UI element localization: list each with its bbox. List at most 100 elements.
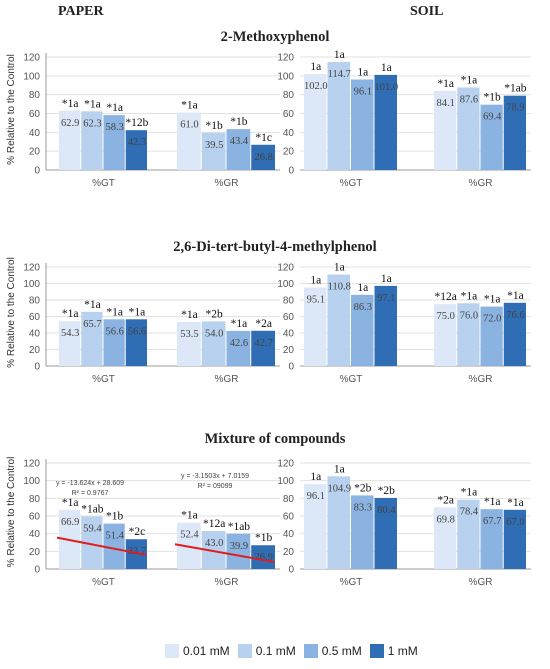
y-tick-label: 100 (277, 71, 294, 82)
significance-label: *2a (255, 318, 272, 330)
row-title-bht: 2,6-Di-tert-butyl-4-methylphenol (173, 239, 377, 255)
bar (125, 539, 147, 569)
significance-label: *1a (62, 98, 79, 110)
significance-label: *1a (106, 102, 123, 114)
bar-value-label: 67.7 (483, 516, 501, 527)
y-tick-label: 120 (277, 53, 294, 64)
legend-swatch (237, 644, 252, 658)
bar-value-label: 76.6 (506, 310, 524, 321)
significance-label: *1a (461, 487, 478, 499)
legend-item: 1 mM (369, 644, 418, 658)
legend-swatch (165, 644, 179, 658)
bar-value-label: 39.9 (230, 541, 248, 552)
bar (304, 484, 327, 569)
bar (103, 319, 125, 366)
y-tick-label: 80 (283, 90, 295, 101)
significance-label: 1a (381, 273, 392, 285)
bar (327, 476, 350, 569)
significance-label: *1b (230, 116, 248, 128)
y-tick-label: 80 (29, 90, 41, 101)
y-axis-title: % Relative to the Control (6, 54, 17, 165)
bar-value-label: 102.0 (304, 81, 328, 92)
bar (434, 90, 457, 170)
bar (351, 294, 374, 366)
bar-value-label: 101.0 (374, 82, 398, 93)
soil-header: SOIL (410, 4, 444, 19)
bar-value-label: 76.0 (460, 310, 478, 321)
legend-item: 0.1 mM (237, 644, 296, 658)
y-tick-label: 0 (34, 166, 40, 177)
bar-value-label: 26.8 (254, 152, 272, 163)
bar (503, 95, 526, 170)
significance-label: *2b (354, 482, 372, 494)
bar-value-label: 87.6 (460, 95, 478, 106)
y-tick-label: 20 (29, 345, 41, 356)
bar (201, 321, 226, 366)
bar-value-label: 96.1 (307, 491, 325, 502)
bar (434, 304, 457, 366)
y-axis-title: % Relative to the Control (6, 257, 17, 368)
category-label: %GT (340, 577, 363, 588)
bar (351, 495, 374, 569)
bar-value-label: 56.6 (128, 326, 146, 337)
category-label: %GT (340, 178, 363, 189)
bar (374, 74, 397, 170)
bar-value-label: 26.9 (254, 552, 272, 563)
significance-label: *1b (206, 120, 224, 132)
y-tick-label: 0 (34, 565, 40, 576)
y-tick-label: 100 (23, 476, 40, 487)
y-tick-label: 20 (283, 147, 295, 158)
y-tick-label: 100 (23, 279, 40, 290)
category-label: %GR (469, 178, 493, 189)
bar (503, 302, 526, 366)
significance-label: 1a (357, 67, 368, 79)
bar (201, 132, 226, 170)
legend-label: 0.1 mM (255, 644, 296, 658)
bar-value-label: 43.4 (230, 136, 249, 147)
bar (59, 110, 81, 170)
y-tick-label: 60 (283, 512, 295, 523)
bar-value-label: 51.4 (105, 531, 124, 542)
bar-value-label: 78.4 (460, 507, 479, 518)
bar (304, 287, 327, 366)
bar-value-label: 95.1 (307, 295, 325, 306)
bar-value-label: 61.0 (180, 120, 198, 131)
y-tick-label: 60 (29, 312, 41, 323)
legend-label: 0.5 mM (321, 644, 362, 658)
bar (251, 144, 275, 170)
bar-value-label: 86.3 (354, 302, 372, 313)
bar (226, 129, 251, 170)
bar-value-label: 59.4 (83, 524, 102, 535)
significance-label: *1a (62, 308, 79, 320)
significance-label: *2b (378, 485, 396, 497)
y-tick-label: 0 (288, 362, 294, 373)
legend: 0.01 mM 0.1 mM 0.5 mM 1 mM (165, 644, 422, 658)
significance-label: *1a (181, 309, 198, 321)
y-tick-label: 100 (277, 476, 294, 487)
trendline-equation: y = -13.624x + 28.609 (56, 480, 124, 487)
significance-label: 1a (334, 262, 345, 274)
significance-label: *1a (129, 306, 146, 318)
significance-label: *1a (181, 510, 198, 522)
significance-label: *1b (106, 511, 124, 523)
bar-value-label: 67.0 (506, 517, 524, 528)
bar (177, 321, 201, 366)
significance-label: *1b (255, 532, 273, 544)
bar-value-label: 53.5 (180, 329, 198, 340)
bar (480, 509, 503, 569)
bar-value-label: 75.0 (436, 311, 454, 322)
bar (59, 321, 81, 366)
bar-value-label: 43.0 (205, 538, 223, 549)
significance-label: *1a (181, 100, 198, 112)
y-tick-label: 80 (283, 494, 295, 505)
bar (374, 285, 397, 366)
bar-value-label: 65.7 (83, 319, 101, 330)
y-tick-label: 40 (283, 329, 295, 340)
y-tick-label: 120 (277, 459, 294, 470)
y-tick-label: 120 (277, 263, 294, 274)
legend-item: 0.01 mM (165, 644, 230, 658)
significance-label: 1a (310, 61, 321, 73)
y-tick-label: 80 (283, 296, 295, 307)
y-tick-label: 40 (29, 529, 41, 540)
